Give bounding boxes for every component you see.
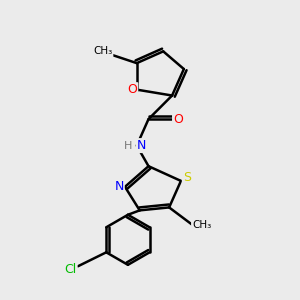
Text: S: S: [183, 172, 191, 184]
Text: H: H: [124, 141, 132, 151]
Text: Cl: Cl: [64, 263, 76, 276]
Text: O: O: [128, 83, 137, 96]
Text: N: N: [136, 139, 146, 152]
Text: CH₃: CH₃: [93, 46, 112, 56]
Text: CH₃: CH₃: [192, 220, 211, 230]
Text: O: O: [173, 112, 183, 126]
Text: N: N: [114, 180, 124, 193]
